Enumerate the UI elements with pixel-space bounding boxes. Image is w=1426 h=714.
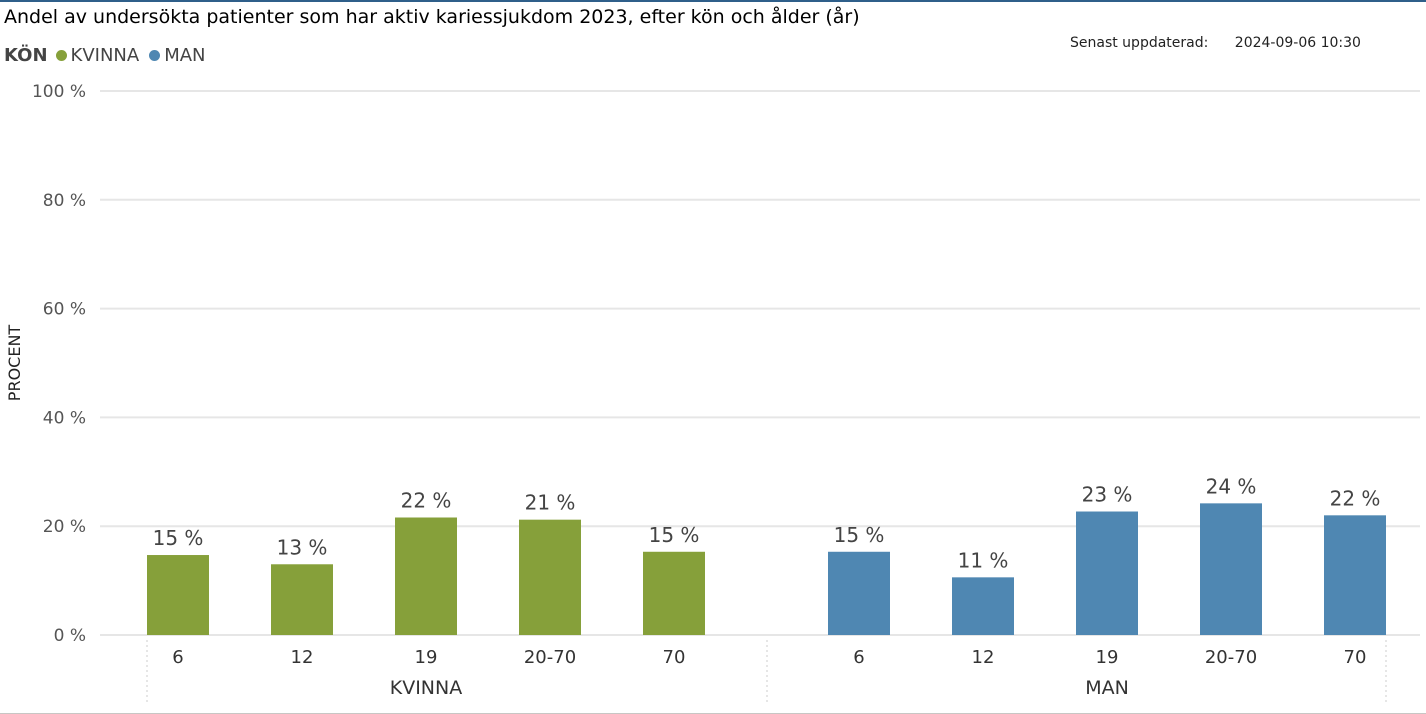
- x-category-label: 12: [291, 647, 314, 668]
- bar: [395, 517, 457, 635]
- x-category-label: 20-70: [524, 647, 576, 668]
- x-category-label: 70: [1344, 647, 1367, 668]
- data-label: 15 %: [153, 526, 204, 550]
- x-group-label: KVINNA: [390, 677, 462, 699]
- x-category-label: 6: [853, 647, 864, 668]
- last-updated-value: 2024-09-06 10:30: [1234, 35, 1361, 51]
- bar: [147, 555, 209, 635]
- chart-title: Andel av undersökta patienter som har ak…: [4, 6, 860, 28]
- legend-label-man: MAN: [164, 45, 206, 66]
- top-border: [0, 0, 1426, 2]
- data-label: 13 %: [277, 535, 328, 559]
- bar: [271, 564, 333, 635]
- last-updated-label: Senast uppdaterad:: [1070, 35, 1209, 51]
- data-label: 24 %: [1206, 474, 1257, 498]
- x-category-label: 20-70: [1205, 647, 1257, 668]
- bar: [952, 577, 1014, 635]
- legend: KÖN KVINNA MAN: [4, 45, 216, 66]
- bar: [828, 551, 890, 635]
- x-category-label: 12: [972, 647, 995, 668]
- x-category-label: 19: [1096, 647, 1119, 668]
- bar: [1324, 515, 1386, 635]
- y-axis-title: PROCENT: [5, 325, 24, 402]
- bar: [519, 519, 581, 635]
- x-group-label: MAN: [1085, 677, 1129, 699]
- legend-title: KÖN: [4, 45, 48, 66]
- x-category-label: 6: [172, 647, 183, 668]
- bar: [643, 551, 705, 635]
- legend-dot-kvinna: [55, 50, 67, 61]
- data-label: 15 %: [649, 523, 700, 547]
- data-label: 23 %: [1082, 483, 1133, 507]
- x-category-label: 70: [663, 647, 686, 668]
- legend-dot-man: [149, 50, 161, 61]
- y-tick-label: 40 %: [43, 408, 86, 428]
- legend-item-kvinna[interactable]: KVINNA: [55, 45, 140, 66]
- y-tick-label: 20 %: [43, 517, 86, 537]
- y-tick-label: 0 %: [54, 626, 86, 646]
- data-label: 11 %: [958, 548, 1009, 572]
- legend-item-man[interactable]: MAN: [149, 45, 206, 66]
- data-label: 21 %: [525, 491, 576, 515]
- y-tick-label: 100 %: [32, 82, 86, 102]
- data-label: 15 %: [834, 523, 885, 547]
- bar: [1200, 503, 1262, 635]
- legend-label-kvinna: KVINNA: [70, 45, 140, 66]
- last-updated: Senast uppdaterad: 2024-09-06 10:30: [1070, 35, 1361, 51]
- y-tick-label: 80 %: [43, 191, 86, 211]
- bar: [1076, 511, 1138, 635]
- data-label: 22 %: [401, 488, 452, 512]
- y-tick-label: 60 %: [43, 300, 86, 320]
- data-label: 22 %: [1330, 486, 1381, 510]
- x-category-label: 19: [415, 647, 438, 668]
